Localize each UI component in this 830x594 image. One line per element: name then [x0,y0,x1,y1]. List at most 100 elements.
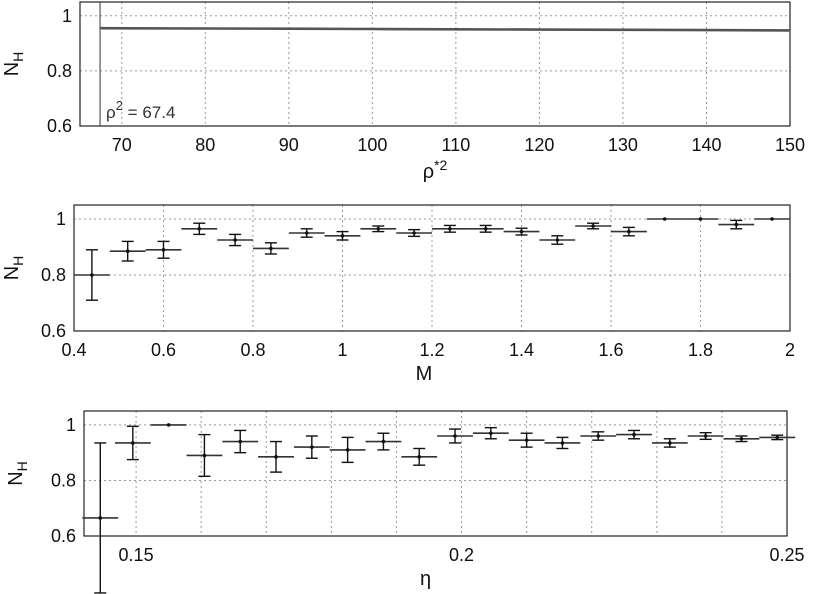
data-point [437,428,473,444]
x-tick-label: 0.4 [61,340,86,360]
x-tick-label: 0.2 [449,545,474,565]
axes-frame [73,204,791,332]
marker [202,453,207,458]
y-axis-label: NH [1,52,26,77]
data-point [360,225,397,233]
data-point [508,432,545,448]
data-point [217,233,253,247]
data-point [759,434,796,441]
data-point [82,442,119,594]
marker [524,438,529,442]
series-line [99,26,791,32]
marker [519,229,524,234]
data-point [396,228,432,238]
marker [703,434,708,438]
y-axis-label: NH [5,461,30,486]
data-point [575,222,611,230]
marker [90,273,94,277]
data-point [253,242,289,255]
x-tick-label: 0.25 [769,545,804,565]
marker [560,441,565,445]
data-point [145,240,182,259]
marker [483,227,488,231]
marker [131,441,135,445]
axes-frame [79,1,791,127]
x-tick-label: 1 [337,340,347,360]
marker [739,436,744,441]
data-point [687,431,724,441]
marker [627,229,631,234]
marker [734,222,739,227]
x-tick-label: 0.15 [119,545,154,565]
marker [770,217,774,221]
marker [448,227,452,231]
data-point [222,429,259,454]
y-tick-label: 0.6 [47,116,72,136]
marker [161,248,166,252]
x-tick-label: 150 [775,135,805,155]
x-tick-label: 100 [357,135,387,155]
marker [596,434,601,438]
x-tick-label: 80 [195,135,215,155]
marker [166,423,171,427]
marker [489,431,493,436]
data-point [467,224,504,233]
data-point [258,440,294,473]
y-tick-label: 1 [62,6,72,26]
marker [632,432,636,437]
marker [310,445,314,449]
y-tick-label: 0.8 [47,61,72,81]
x-tick-label: 120 [524,135,554,155]
marker [412,231,416,235]
marker [453,434,457,438]
data-point [544,436,581,450]
marker [668,441,672,445]
x-tick-label: 2 [785,340,795,360]
x-tick-label: 70 [112,135,132,155]
data-point [109,240,146,262]
y-axis-label: NH [1,256,26,281]
data-point [754,217,790,221]
data-point [616,429,652,440]
marker [98,516,103,520]
marker [698,217,703,221]
x-tick-label: 140 [691,135,721,155]
marker [125,249,130,253]
y-tick-label: 1 [56,209,66,229]
marker [662,217,667,221]
threshold-annotation: ρ2 = 67.4 [106,98,175,122]
data-point [682,217,719,221]
data-point [181,222,218,236]
x-tick-label: 110 [442,135,471,155]
marker [381,439,386,444]
data-point [611,226,647,237]
x-tick-label: 1.8 [688,340,713,360]
data-point [324,230,361,241]
marker [197,227,202,231]
marker [269,246,273,251]
data-point [718,219,755,230]
x-tick-label: 90 [279,135,299,155]
data-point [539,235,576,245]
data-point [293,435,330,459]
data-point [329,436,366,464]
data-point [150,423,187,427]
x-tick-label: 0.6 [151,340,176,360]
marker [591,224,595,228]
marker [775,435,780,440]
data-point [74,249,110,301]
data-point [580,431,617,441]
x-axis-label: ρ*2 [423,157,448,183]
data-point [503,227,540,236]
y-tick-label: 0.6 [51,526,76,546]
marker [340,234,345,238]
data-point [723,435,760,443]
x-tick-label: 130 [608,135,638,155]
data-point [365,432,402,451]
marker [345,448,350,452]
data-point [186,433,223,477]
data-point [646,217,683,221]
panel-eta: 0.6 0.8 1 0.15 0.2 0.25 NH η [5,410,805,594]
